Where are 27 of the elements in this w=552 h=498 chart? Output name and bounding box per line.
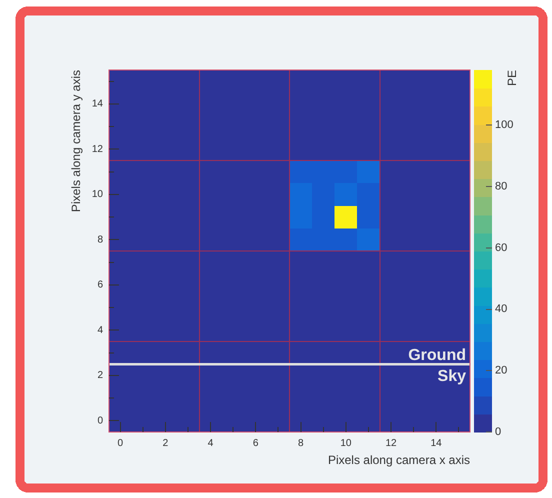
annotation: Ground — [408, 347, 466, 364]
y-tick-label: 8 — [97, 234, 104, 246]
y-tick-label: 2 — [97, 370, 104, 382]
y-tick-label: 10 — [92, 189, 104, 200]
y-tick-label: 12 — [92, 144, 104, 155]
color-bar-label: 20 — [495, 364, 508, 377]
x-axis-title: Pixels along camera x axis — [328, 453, 470, 467]
y-tick-label: 0 — [97, 415, 104, 426]
x-tick-label: 4 — [208, 438, 214, 449]
color-bar-label: 0 — [495, 426, 502, 438]
x-tick-label: 14 — [430, 438, 442, 449]
y-axis-title: Pixels along camera y axis — [69, 70, 83, 212]
color-bar-label: 100 — [495, 119, 514, 132]
color-bar-title: PE — [505, 70, 519, 86]
color-bar-label: 60 — [495, 242, 508, 254]
x-tick-label: 6 — [252, 438, 259, 449]
color-bar-label: 80 — [495, 180, 508, 192]
x-tick-label: 12 — [385, 438, 398, 449]
y-tick-label: 6 — [97, 280, 104, 291]
y-tick-label: 4 — [97, 324, 104, 336]
color-bar-label: 40 — [495, 303, 508, 316]
x-tick-label: 2 — [162, 438, 169, 449]
x-tick-label: 0 — [118, 438, 124, 449]
x-tick-label: 10 — [340, 438, 352, 449]
annotation: Sky — [438, 368, 466, 386]
y-tick-label: 14 — [92, 98, 104, 110]
x-tick-label: 8 — [298, 438, 304, 449]
